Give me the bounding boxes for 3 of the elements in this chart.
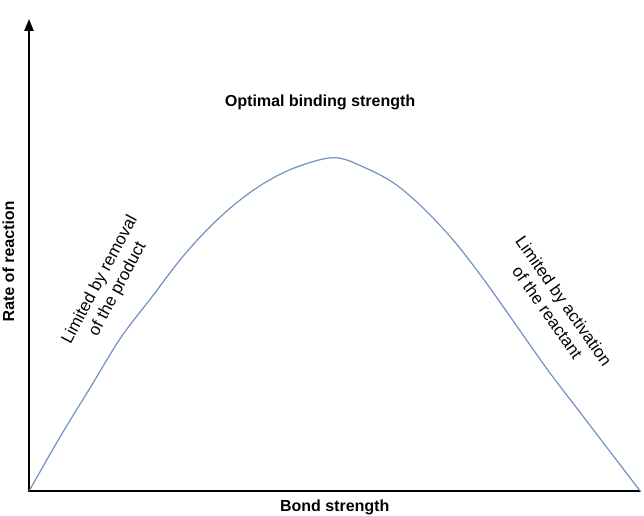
y-axis-title: Rate of reaction [1, 200, 18, 322]
x-axis-title: Bond strength [280, 498, 390, 515]
chart-title: Optimal binding strength [224, 93, 416, 110]
